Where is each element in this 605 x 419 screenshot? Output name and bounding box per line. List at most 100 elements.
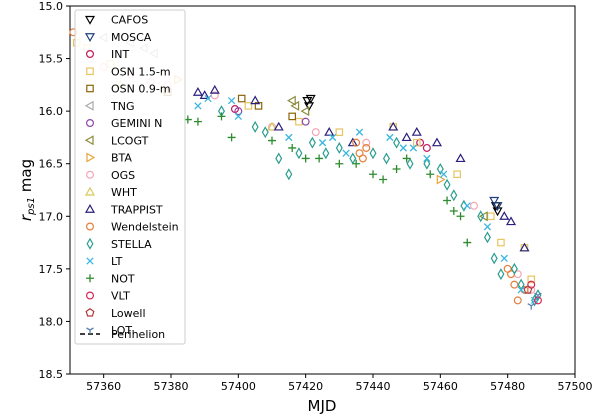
point-stella: [483, 231, 491, 244]
x-tick-label: 57380: [154, 380, 189, 393]
point-lt: [234, 112, 242, 121]
legend-marker-osn-1-5-m: [86, 67, 94, 76]
point-mosca: [489, 196, 500, 206]
x-tick-label: 57440: [356, 380, 391, 393]
legend-marker-wht: [84, 186, 96, 196]
point-lt: [342, 149, 350, 157]
point-ogs: [210, 91, 219, 100]
point-lt: [285, 133, 293, 142]
point-stella: [393, 136, 401, 149]
point-lcogt: [290, 100, 300, 111]
point-lcogt: [286, 95, 296, 106]
point-stella: [443, 178, 451, 191]
legend-label-lcogt: LCOGT: [111, 134, 149, 147]
point-not: [443, 196, 452, 205]
point-lt: [328, 133, 337, 142]
legend-marker-lot: [86, 327, 94, 334]
point-wendelstein: [358, 154, 367, 163]
point-lt: [409, 144, 418, 152]
point-stella: [285, 168, 293, 181]
legend-label-lt: LT: [111, 255, 123, 268]
point-gemini-n: [234, 107, 243, 116]
legend-label-gemini-n: GEMINI N: [111, 117, 162, 130]
point-mosca: [492, 202, 503, 211]
point-trappist: [347, 137, 358, 147]
point-osn-0-9-m: [237, 94, 246, 103]
legend-marker-trappist: [84, 204, 96, 213]
point-trappist: [273, 121, 284, 131]
legend-label-cafos: CAFOS: [111, 14, 148, 27]
point-wendelstein: [352, 138, 361, 147]
point-lowell: [523, 285, 533, 294]
point-stella: [436, 162, 444, 175]
legend-marker-bta: [86, 152, 96, 163]
point-stella: [322, 147, 330, 160]
point-not: [227, 133, 236, 142]
y-tick-label: 17.5: [39, 263, 64, 276]
point-not: [352, 159, 361, 168]
point-osn-1-5-m: [412, 138, 421, 147]
axes-layer: 57360 57380 57400 57420 57440 57460 57480 57500…: [39, 0, 593, 393]
legend-label-osn-0-9-m: OSN 0.9-m: [111, 83, 171, 96]
point-trappist: [411, 126, 422, 136]
x-tick-label: 57460: [423, 380, 458, 393]
point-trappist: [388, 121, 399, 131]
point-gemini-n: [301, 117, 310, 126]
point-int: [422, 143, 431, 152]
point-osn-1-5-m: [335, 128, 344, 136]
point-cafos: [303, 102, 315, 112]
legend-marker-osn-0-9-m: [86, 84, 94, 93]
point-stella: [261, 126, 269, 139]
point-stella: [406, 157, 414, 170]
point-lt: [355, 128, 364, 136]
point-stella: [275, 152, 283, 165]
point-stella: [295, 147, 303, 160]
point-not: [369, 170, 377, 179]
x-tick-label: 57400: [221, 380, 256, 393]
point-lt: [500, 254, 508, 263]
point-trappist: [519, 242, 530, 252]
y-tick-label: 16.5: [39, 158, 64, 171]
legend-marker-stella: [86, 237, 94, 250]
legend-marker-gemini-n: [85, 118, 94, 127]
point-not: [449, 207, 458, 216]
point-lot: [534, 292, 542, 300]
point-wendelstein: [513, 296, 522, 305]
point-lt: [440, 170, 448, 178]
legend-marker-not: [86, 274, 94, 283]
y-axis-label: rps1 mag: [17, 159, 37, 221]
legend-label-ogs: OGS: [111, 169, 135, 182]
legend-marker-ogs: [85, 170, 94, 179]
data-layer: [69, 28, 542, 310]
legend-marker-wendelstein: [85, 222, 94, 231]
x-tick-label: 57500: [558, 380, 593, 393]
point-trappist: [499, 211, 510, 220]
legend-marker-int: [85, 49, 94, 58]
point-not: [217, 112, 226, 121]
legend-label-wendelstein: Wendelstein: [111, 221, 179, 234]
point-trappist: [250, 95, 261, 105]
point-stella: [335, 141, 343, 154]
point-not: [463, 238, 472, 247]
point-osn-1-5-m: [244, 102, 253, 110]
point-not: [315, 154, 324, 163]
legend-label-lot: LOT: [111, 324, 132, 337]
y-tick-label: 18.0: [39, 315, 64, 328]
point-stella: [450, 189, 458, 202]
point-lcogt: [300, 106, 310, 117]
legend-label-not: NOT: [111, 272, 135, 285]
legend-marker-cafos: [84, 15, 96, 25]
legend-perihelion-label: Perihelion: [111, 328, 165, 341]
point-cafos: [492, 207, 503, 217]
point-ogs: [362, 138, 371, 147]
point-trappist: [431, 137, 443, 147]
legend-label-bta: BTA: [111, 152, 132, 165]
point-lt: [463, 202, 471, 210]
point-osn-1-5-m: [497, 238, 505, 247]
y-tick-label: 16.0: [39, 105, 64, 118]
x-axis-label: MJD: [308, 397, 337, 415]
legend-label-tng: TNG: [110, 100, 134, 113]
point-wendelstein: [362, 143, 371, 152]
legend: Perihelion CAFOS MOSCA INT OSN 1.5-m OSN 0.9…: [74, 9, 186, 345]
